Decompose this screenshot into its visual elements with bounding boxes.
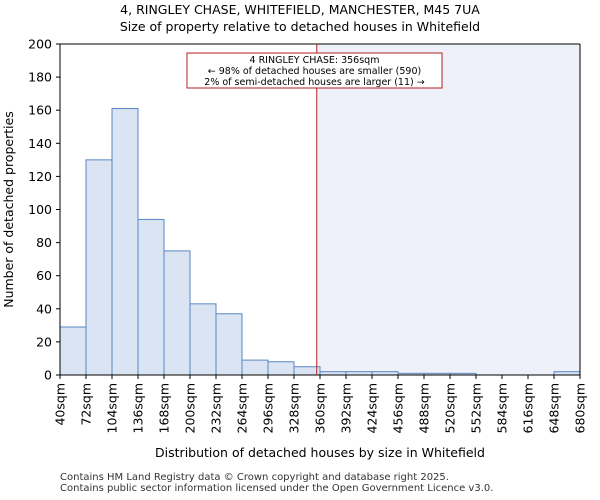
y-tick-label: 200 — [28, 37, 52, 52]
x-tick-label: 72sqm — [79, 383, 94, 426]
x-tick-label: 168sqm — [157, 383, 172, 433]
chart-subtitle: Size of property relative to detached ho… — [119, 19, 481, 34]
y-tick-label: 40 — [36, 301, 52, 316]
annotation-box — [186, 52, 443, 89]
x-tick-label: 552sqm — [469, 383, 484, 433]
x-tick-label: 296sqm — [261, 383, 276, 433]
y-tick-label: 0 — [44, 368, 52, 383]
bar-264sqm — [241, 359, 269, 376]
y-tick-label: 80 — [36, 235, 52, 250]
x-axis-label: Distribution of detached houses by size … — [155, 445, 485, 460]
x-tick-label: 424sqm — [365, 383, 380, 433]
y-tick-label: 140 — [28, 136, 52, 151]
bar-328sqm — [293, 366, 321, 376]
bar-104sqm — [111, 108, 139, 376]
x-tick-label: 136sqm — [131, 383, 146, 433]
footer-licence: Contains public sector information licen… — [60, 483, 494, 494]
annotation-line-2: ← 98% of detached houses are smaller (59… — [208, 66, 421, 77]
bar-200sqm — [189, 303, 217, 376]
larger-region-shade — [316, 44, 580, 375]
x-tick-label: 680sqm — [573, 383, 588, 433]
x-tick-label: 488sqm — [417, 383, 432, 433]
y-tick-label: 180 — [28, 70, 52, 85]
y-tick-label: 100 — [28, 202, 52, 217]
y-tick-label: 160 — [28, 103, 52, 118]
x-tick-label: 392sqm — [339, 383, 354, 433]
x-tick-label: 40sqm — [53, 383, 68, 426]
annotation-line-3: 2% of semi-detached houses are larger (1… — [204, 77, 424, 88]
bar-168sqm — [163, 250, 191, 376]
x-tick-label: 232sqm — [209, 383, 224, 433]
bar-296sqm — [267, 361, 295, 376]
annotation-line-1: 4 RINGLEY CHASE: 356sqm — [250, 55, 380, 66]
x-tick-label: 648sqm — [547, 383, 562, 433]
x-tick-label: 264sqm — [235, 383, 250, 433]
x-tick-label: 584sqm — [495, 383, 510, 433]
x-tick-label: 616sqm — [521, 383, 536, 433]
y-axis-label: Number of detached properties — [1, 111, 16, 308]
bar-136sqm — [137, 218, 165, 376]
chart-title: 4, RINGLEY CHASE, WHITEFIELD, MANCHESTER… — [120, 2, 480, 17]
y-tick-label: 20 — [36, 334, 52, 349]
x-tick-label: 328sqm — [287, 383, 302, 433]
x-tick-label: 360sqm — [313, 383, 328, 433]
x-tick-label: 456sqm — [391, 383, 406, 433]
y-tick-label: 60 — [36, 268, 52, 283]
bar-40sqm — [59, 326, 87, 376]
footer-copyright: Contains HM Land Registry data © Crown c… — [60, 472, 449, 483]
bar-232sqm — [215, 313, 243, 376]
x-tick-label: 200sqm — [183, 383, 198, 433]
x-tick-label: 520sqm — [443, 383, 458, 433]
y-tick-label: 120 — [28, 169, 52, 184]
bar-72sqm — [85, 159, 113, 376]
x-tick-label: 104sqm — [105, 383, 120, 433]
